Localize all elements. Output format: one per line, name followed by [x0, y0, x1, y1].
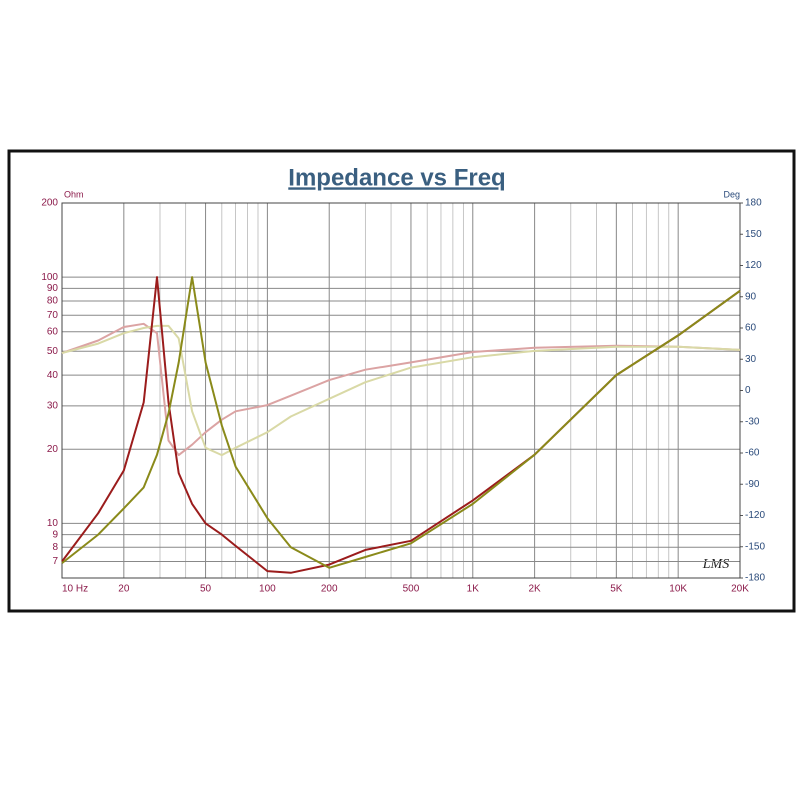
y-tick-label: 7 [52, 556, 58, 567]
y2-tick-label: -120 [745, 510, 765, 521]
y2-tick-label: -150 [745, 541, 765, 552]
y-tick-label: 20 [47, 444, 59, 455]
y-tick-label: 100 [41, 272, 58, 283]
y-tick-label: 40 [47, 370, 59, 381]
y2-tick-label: 90 [745, 291, 757, 302]
x-tick-label: 20 [118, 584, 130, 595]
x-tick-label: 100 [259, 584, 276, 595]
series-line [61, 324, 741, 457]
y-tick-label: 80 [47, 296, 59, 307]
y-tick-label: 10 [47, 518, 59, 529]
y2-tick-label: 180 [745, 198, 762, 209]
y2-tick-label: 0 [745, 385, 751, 396]
y-tick-label: 70 [47, 310, 59, 321]
chart-title: Impedance vs Freq [288, 164, 505, 191]
plot-border [61, 202, 741, 579]
y2-tick-label: -60 [745, 448, 760, 459]
logo: LMS [702, 557, 729, 572]
y-tick-label: 8 [52, 542, 58, 553]
y-tick-label: 50 [47, 346, 59, 357]
x-tick-label: 20K [731, 584, 749, 595]
y2-tick-label: -30 [745, 416, 760, 427]
y-tick-label: 30 [47, 401, 59, 412]
y2-tick-label: 150 [745, 229, 762, 240]
y-tick-label: 60 [47, 326, 59, 337]
y2-tick-label: 60 [745, 323, 757, 334]
y2-tick-label: -180 [745, 573, 765, 584]
x-tick-label: 2K [528, 584, 541, 595]
y-tick-label: 200 [41, 198, 58, 209]
y2-tick-label: 120 [745, 260, 762, 271]
x-tick-label: 10K [669, 584, 687, 595]
y2-axis-label: Deg [723, 189, 740, 199]
x-tick-label: 50 [200, 584, 212, 595]
x-tick-label: 1K [467, 584, 480, 595]
x-tick-label: 200 [321, 584, 338, 595]
x-tick-label: 5K [610, 584, 623, 595]
y-tick-label: 90 [47, 283, 59, 294]
y-tick-label: 9 [52, 529, 58, 540]
y-axis-label: Ohm [64, 189, 84, 199]
series-line [61, 276, 741, 569]
y2-tick-label: 30 [745, 354, 757, 365]
x-tick-label: 500 [403, 584, 420, 595]
x-tick-label: 10 Hz [62, 584, 88, 595]
y2-tick-label: -90 [745, 479, 760, 490]
